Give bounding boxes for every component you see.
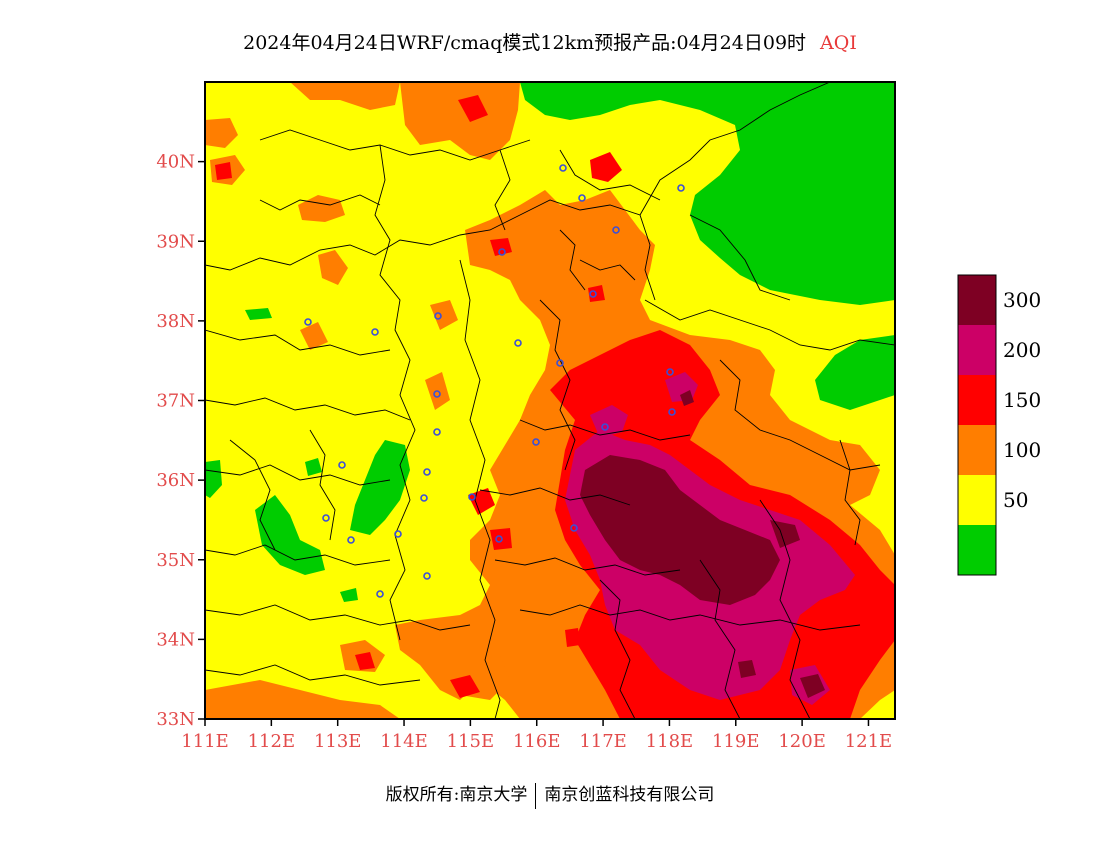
- title-variable: AQI: [820, 32, 857, 54]
- aqi-class-100-150-northwest: [205, 118, 238, 148]
- aqi-class-200-300-n1: [590, 405, 628, 438]
- lon-tick-label: 111E: [181, 731, 229, 752]
- lon-tick-label: 112E: [248, 731, 296, 752]
- footer-copyright: 版权所有:南京大学: [385, 785, 528, 805]
- aqi-class-0-50-west-edge: [205, 460, 222, 498]
- longitude-axis: 111E 112E 113E 114E 115E 116E 117E 118E 119E 120E…: [181, 719, 892, 752]
- aqi-class-0-50-small-4: [875, 230, 895, 262]
- lon-tick-label: 118E: [646, 731, 694, 752]
- aqi-class-100-150-w4: [318, 250, 348, 285]
- aqi-class-0-50-small-2: [305, 458, 322, 476]
- aqi-class-over-300-main: [580, 455, 780, 605]
- colorbar-swatch: [958, 475, 996, 525]
- lat-tick-label: 40N: [156, 152, 195, 173]
- aqi-colorbar: 300 200 150 100 50: [957, 274, 1041, 576]
- lat-tick-label: 33N: [156, 709, 195, 730]
- aqi-class-over-300-s2: [738, 660, 756, 678]
- aqi-class-over-300-s1: [800, 674, 825, 698]
- lon-tick-label: 119E: [712, 731, 760, 752]
- aqi-class-150-200-w3: [215, 162, 232, 180]
- colorbar-label: 50: [1003, 488, 1028, 512]
- lon-tick-label: 114E: [380, 731, 428, 752]
- footer: 版权所有:南京大学 南京创蓝科技有限公司: [0, 780, 1100, 809]
- latitude-axis: 33N 34N 35N 36N 37N 38N 39N 40N: [156, 152, 205, 730]
- aqi-class-0-50-east-coast: [815, 335, 895, 410]
- admin-boundaries: [205, 82, 895, 719]
- aqi-class-0-50-northeast: [520, 82, 895, 305]
- city-markers: [304, 164, 685, 598]
- aqi-class-100-150-w5: [430, 300, 458, 330]
- lon-tick-label: 115E: [447, 731, 495, 752]
- colorbar-label: 100: [1003, 438, 1041, 462]
- lat-tick-label: 36N: [156, 470, 195, 491]
- title-main: 2024年04月24日WRF/cmaq模式12km预报产品:04月24日09时: [243, 32, 807, 54]
- colorbar-swatch: [958, 375, 996, 425]
- aqi-class-0-50-small-1: [245, 308, 272, 320]
- aqi-class-150-200-n2: [458, 95, 488, 122]
- colorbar-label: 200: [1003, 338, 1041, 362]
- colorbar-label: 150: [1003, 388, 1041, 412]
- aqi-class-100-150-w6: [300, 322, 328, 350]
- aqi-class-150-200-s3: [565, 628, 580, 647]
- colorbar-swatch: [958, 525, 996, 575]
- aqi-class-150-200-n1: [590, 152, 622, 182]
- lon-tick-label: 116E: [513, 731, 561, 752]
- lat-tick-label: 38N: [156, 311, 195, 332]
- lat-tick-label: 37N: [156, 391, 195, 412]
- aqi-class-150-200-s1: [450, 675, 480, 698]
- aqi-field: [205, 82, 895, 719]
- colorbar-swatch: [958, 275, 996, 325]
- aqi-class-0-50-taihang: [350, 440, 410, 535]
- footer-company: 南京创蓝科技有限公司: [544, 785, 715, 805]
- aqi-class-over-300-n: [680, 390, 694, 406]
- lon-tick-label: 113E: [314, 731, 362, 752]
- lon-tick-label: 120E: [778, 731, 826, 752]
- lat-tick-label: 35N: [156, 550, 195, 571]
- page-title: 2024年04月24日WRF/cmaq模式12km预报产品:04月24日09时 A…: [0, 28, 1100, 55]
- lon-tick-label: 117E: [579, 731, 627, 752]
- lat-tick-label: 39N: [156, 231, 195, 252]
- footer-separator: [535, 782, 537, 809]
- colorbar-swatch: [958, 325, 996, 375]
- aqi-class-150-200-w2: [490, 528, 512, 550]
- aqi-class-100-150-south2: [205, 680, 400, 719]
- aqi-class-150-200-s2: [355, 652, 375, 670]
- colorbar-frame: [957, 274, 997, 576]
- colorbar-label: 300: [1003, 288, 1041, 312]
- aqi-class-100-150-north: [400, 82, 520, 160]
- colorbar-swatch: [958, 425, 996, 475]
- aqi-class-0-50-southwest: [255, 495, 325, 575]
- aqi-class-100-150-north-2: [290, 82, 400, 110]
- lat-tick-label: 34N: [156, 629, 195, 650]
- aqi-class-0-50-small-3: [340, 588, 358, 602]
- aqi-class-150-200-n4: [490, 238, 512, 256]
- lon-tick-label: 121E: [845, 731, 893, 752]
